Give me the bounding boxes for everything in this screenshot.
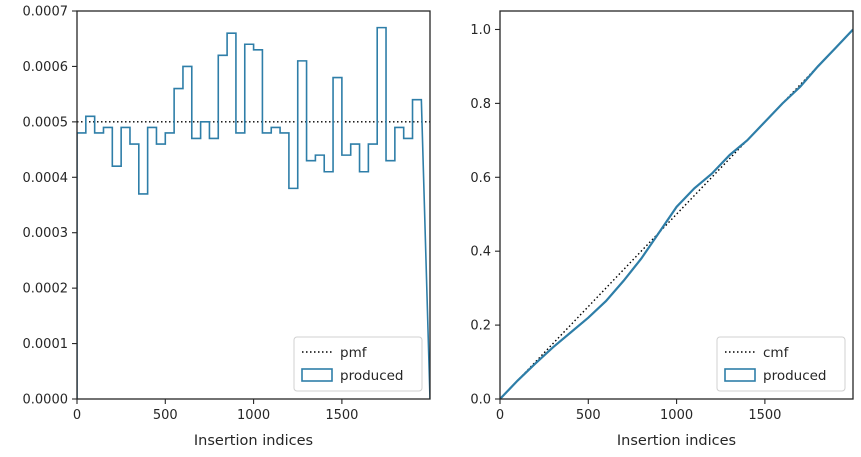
legend-swatch-produced (724, 368, 756, 382)
legend-label-cmf: cmf (763, 345, 790, 361)
series-produced-histogram (77, 26, 430, 399)
legend: cmf produced (716, 336, 846, 392)
plot-marks (500, 28, 853, 399)
right-cmf-panel: 0 500 1000 1500 0.0 0.2 0.4 0.6 0.8 1.0 Insertion … (470, 10, 854, 449)
x-tick-label: 1000 (237, 408, 270, 423)
x-tick-label: 0 (73, 408, 81, 423)
y-tick-label: 0.0 (470, 393, 491, 408)
legend-swatch-produced (301, 368, 333, 382)
y-tick-label: 0.0003 (23, 226, 69, 241)
legend-label-produced: produced (763, 368, 827, 384)
y-tick-label: 1.0 (470, 23, 491, 38)
y-tick-label: 0.8 (470, 97, 491, 112)
legend-box (293, 336, 423, 392)
x-axis-title: Insertion indices (194, 433, 313, 449)
x-tick-label: 0 (496, 408, 504, 423)
plot-area (77, 11, 430, 399)
x-axis-title: Insertion indices (617, 433, 736, 449)
y-tick-label: 0.0005 (23, 115, 69, 130)
y-tick-label: 0.6 (470, 171, 491, 186)
legend-label-pmf: pmf (340, 345, 368, 361)
plot-marks (77, 26, 430, 399)
x-tick-label: 1500 (325, 408, 358, 423)
series-produced-line (500, 28, 853, 399)
y-tick-label: 0.0006 (23, 60, 69, 75)
y-tick-label: 0.0004 (23, 171, 69, 186)
y-tick-label: 0.0002 (23, 282, 69, 297)
legend-label-produced: produced (340, 368, 404, 384)
y-tick-label: 0.4 (470, 245, 491, 260)
x-tick-label: 1500 (748, 408, 781, 423)
legend: pmf produced (293, 336, 423, 392)
x-tick-label: 500 (576, 408, 601, 423)
y-tick-label: 0.0001 (23, 337, 69, 352)
y-tick-label: 0.2 (470, 319, 491, 334)
legend-box (716, 336, 846, 392)
plot-area (500, 11, 853, 399)
left-pmf-panel: 0 500 1000 1500 0.0000 0.0001 0.0002 0.0003 0.00… (23, 5, 431, 449)
series-cmf-line (500, 28, 853, 399)
y-tick-label: 0.0000 (23, 393, 69, 408)
y-tick-label: 0.0007 (23, 5, 69, 20)
x-tick-label: 1000 (660, 408, 693, 423)
x-tick-label: 500 (153, 408, 178, 423)
